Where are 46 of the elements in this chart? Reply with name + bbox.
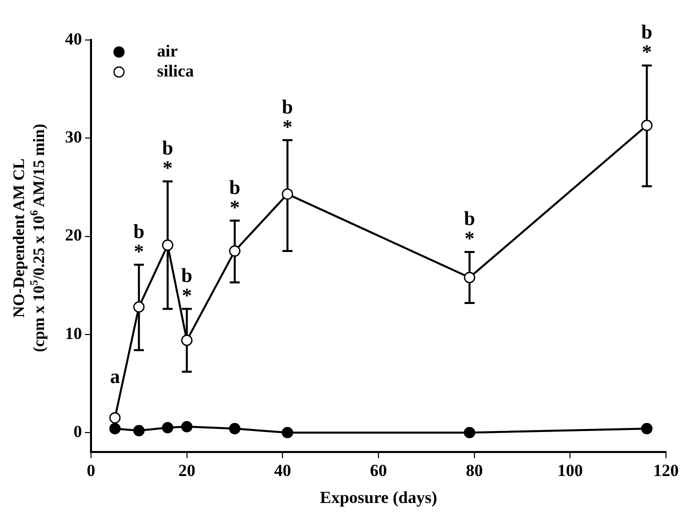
point [229, 245, 240, 257]
point [109, 412, 121, 424]
annotation: b [162, 138, 174, 160]
point [641, 120, 652, 131]
point [133, 425, 145, 436]
annotation: b [282, 96, 294, 118]
annotation: a [110, 366, 120, 388]
annotation: * [464, 228, 475, 250]
legend-label: silica [157, 61, 194, 80]
legend-label: air [157, 41, 178, 60]
annotation: * [230, 196, 240, 219]
point [282, 426, 294, 438]
point [229, 423, 240, 434]
point [464, 272, 476, 284]
y-tick-label: 40 [65, 29, 82, 48]
x-tick-label: 0 [86, 460, 96, 480]
point [282, 188, 294, 200]
point [109, 423, 121, 434]
point [162, 240, 174, 251]
point [181, 334, 192, 346]
y-tick-label: 10 [65, 324, 82, 343]
annotation: * [134, 240, 144, 263]
point [464, 426, 476, 438]
x-tick-label: 120 [653, 460, 679, 480]
annotation: b [229, 176, 240, 199]
annotation: b [641, 22, 652, 44]
y-tick-label: 20 [65, 226, 82, 245]
x-axis-title: Exposure (days) [320, 488, 438, 508]
annotation: b [464, 208, 476, 230]
annotation: b [181, 265, 192, 288]
annotation: * [182, 285, 192, 308]
point [162, 422, 174, 434]
y-tick-label: 30 [65, 128, 82, 147]
annotation: * [162, 158, 173, 180]
point [181, 421, 192, 432]
point [133, 301, 145, 313]
x-tick-label: 100 [557, 460, 583, 480]
x-tick-label: 20 [178, 460, 196, 480]
annotation: * [642, 42, 652, 64]
annotation: b [133, 220, 144, 243]
x-tick-label: 60 [370, 460, 387, 480]
x-tick-label: 80 [466, 460, 483, 480]
y-tick-label: 0 [74, 422, 82, 441]
annotation: * [282, 116, 292, 138]
point [641, 423, 652, 434]
x-tick-label: 40 [274, 460, 292, 480]
